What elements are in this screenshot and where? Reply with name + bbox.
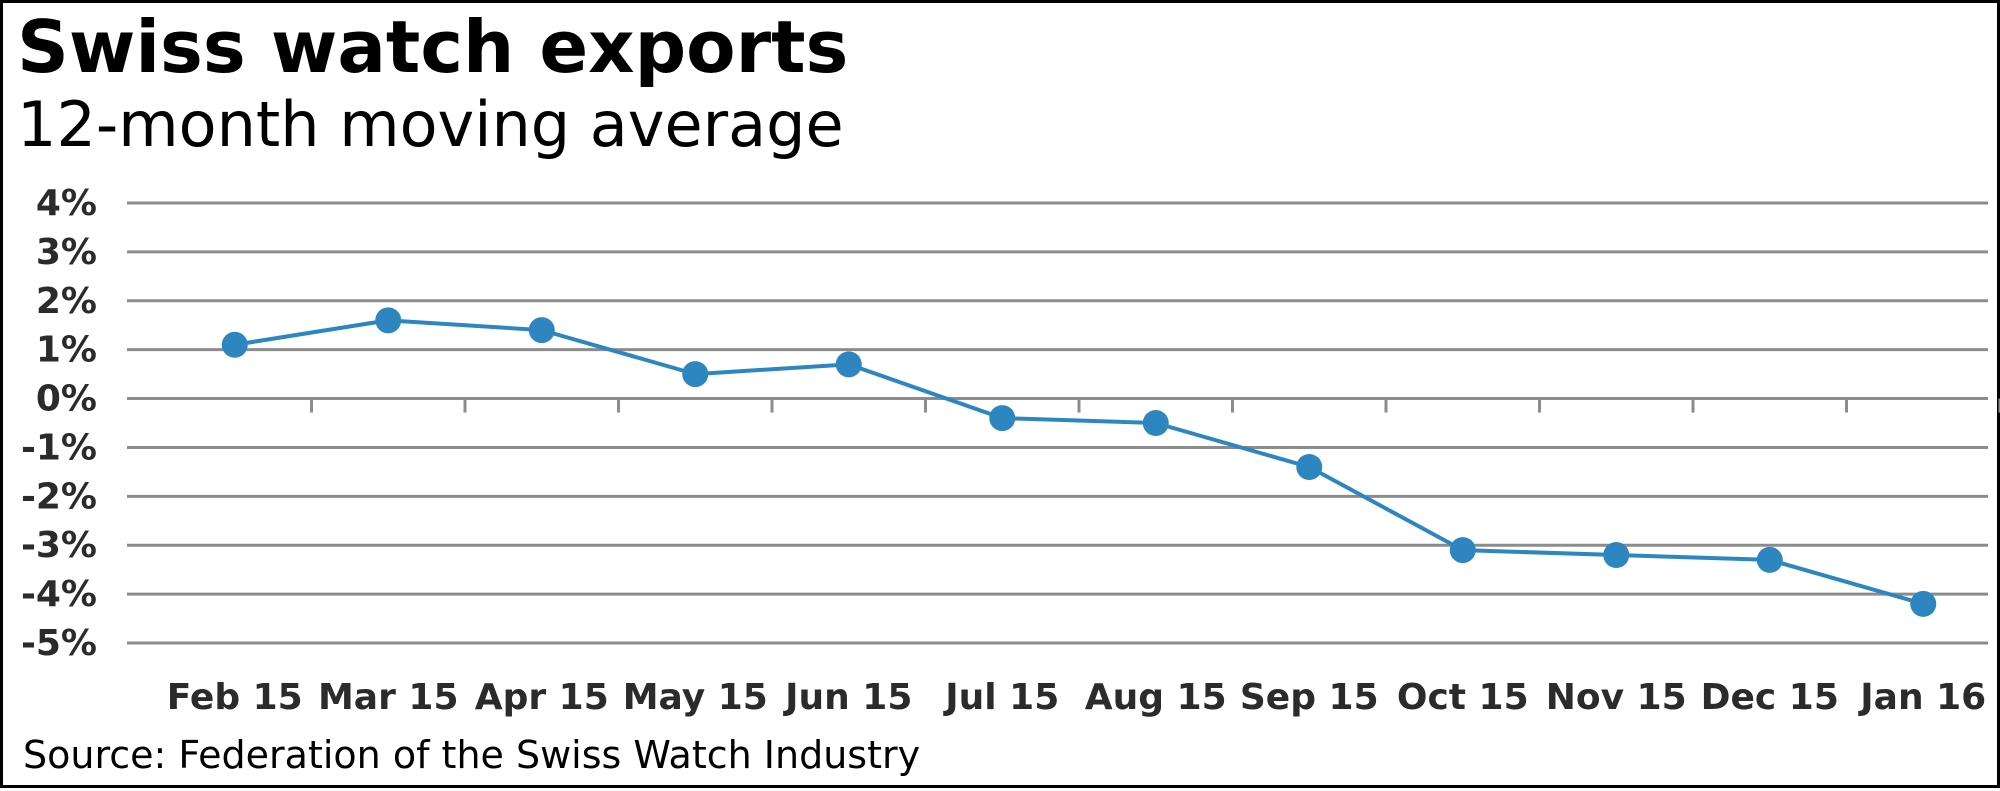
data-point xyxy=(1296,454,1322,480)
x-tick-label: Aug 15 xyxy=(1085,677,1227,718)
series-line xyxy=(235,320,1924,604)
y-tick-label: 2% xyxy=(36,281,97,322)
y-tick-label: 1% xyxy=(36,330,97,371)
y-tick-label: 0% xyxy=(36,379,97,420)
x-tick-label: Feb 15 xyxy=(167,677,303,718)
data-point xyxy=(1757,547,1783,573)
x-tick-label: Oct 15 xyxy=(1397,677,1529,718)
y-tick-label: -3% xyxy=(21,525,97,566)
line-chart: 4% 3% 2% 1% 0% -1% -2% -3% -4% -5% Feb 15 Mar 15 Ap… xyxy=(3,3,2000,791)
x-tick-label: Apr 15 xyxy=(475,677,609,718)
y-tick-label: 3% xyxy=(36,232,97,273)
gridlines xyxy=(127,203,1988,643)
x-axis-labels: Feb 15 Mar 15 Apr 15 May 15 Jun 15 Jul 15 Aug … xyxy=(167,677,1986,718)
data-point xyxy=(529,317,555,343)
x-tick-label: Sep 15 xyxy=(1240,677,1379,718)
source-note: Source: Federation of the Swiss Watch In… xyxy=(23,731,920,779)
y-tick-label: -5% xyxy=(21,623,97,664)
x-tick-label: Mar 15 xyxy=(318,677,459,718)
series-group xyxy=(222,307,1937,617)
data-point xyxy=(375,307,401,333)
x-tick-label: Jul 15 xyxy=(942,677,1059,718)
y-tick-label: 4% xyxy=(36,183,97,224)
y-tick-label: -1% xyxy=(21,427,97,468)
x-tick-label: Nov 15 xyxy=(1546,677,1687,718)
data-point xyxy=(1910,591,1936,617)
data-point xyxy=(836,351,862,377)
x-tick-label: Dec 15 xyxy=(1701,677,1839,718)
data-point xyxy=(1450,537,1476,563)
x-tick-label: Jun 15 xyxy=(782,677,912,718)
data-point xyxy=(222,332,248,358)
data-point xyxy=(1143,410,1169,436)
y-tick-label: -4% xyxy=(21,574,97,615)
y-tick-label: -2% xyxy=(21,476,97,517)
y-axis-labels: 4% 3% 2% 1% 0% -1% -2% -3% -4% -5% xyxy=(21,183,97,664)
data-point xyxy=(682,361,708,387)
x-tick-label: May 15 xyxy=(623,677,768,718)
x-tick-label: Jan 16 xyxy=(1857,677,1986,718)
data-point xyxy=(1603,542,1629,568)
data-point xyxy=(989,405,1015,431)
